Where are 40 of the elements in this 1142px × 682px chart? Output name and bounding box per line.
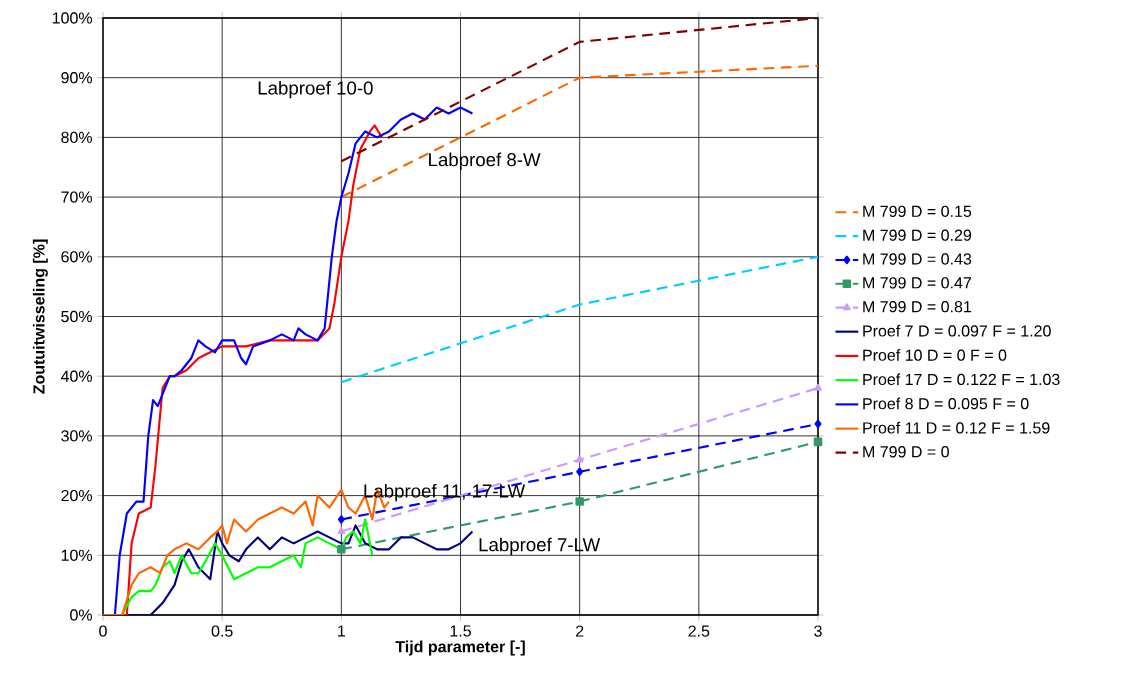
y-tick-label: 100%	[52, 12, 93, 24]
legend-label: Proef 10 D = 0 F = 0	[863, 349, 1007, 361]
point	[337, 545, 346, 554]
point	[575, 455, 584, 463]
y-tick-label: 10%	[61, 549, 93, 561]
legend-label: M 799 D = 0.15	[863, 205, 972, 217]
x-tick-label: 0	[99, 625, 107, 637]
legend-label: M 799 D = 0.81	[863, 301, 972, 313]
y-tick-label: 0%	[70, 609, 93, 621]
y-tick-label: 30%	[61, 430, 93, 442]
x-axis-title: Tijd parameter [-]	[395, 640, 525, 656]
point	[813, 437, 823, 447]
y-tick-label: 80%	[61, 131, 93, 144]
legend-label: Proef 8 D = 0.095 F = 0	[863, 397, 1029, 410]
x-tick-label: 1	[338, 625, 345, 637]
point	[814, 383, 822, 391]
point	[337, 515, 345, 524]
legend-label: M 799 D = 0.47	[863, 277, 972, 289]
x-tick-label: 0.5	[211, 625, 233, 637]
legend-label: Proef 7 D = 0.097 F = 1.20	[863, 324, 1051, 337]
point	[575, 497, 584, 506]
legend-label: M 799 D = 0.29	[863, 229, 972, 241]
point	[337, 527, 346, 535]
point	[576, 467, 584, 476]
y-tick-label: 60%	[61, 251, 93, 263]
x-tick-label: 3	[814, 625, 822, 637]
y-tick-label: 40%	[60, 370, 93, 382]
legend-label: M 799 D = 0	[863, 446, 949, 458]
point	[814, 419, 822, 429]
x-tick-label: 2	[576, 625, 584, 637]
y-axis-title: Zoutuitwisseling [%]	[32, 239, 48, 394]
legend-label: Proef 11 D = 0.12 F = 1.59	[863, 421, 1050, 434]
y-tick-label: 90%	[61, 72, 93, 84]
y-tick-label: 70%	[61, 191, 93, 203]
x-tick-label: 1.5	[450, 625, 471, 637]
x-tick-label: 2.5	[688, 625, 710, 637]
legend-label: M 799 D = 0.43	[863, 253, 972, 265]
legend-label: Proef 17 D = 0.122 F = 1.03	[863, 373, 1060, 386]
y-tick-label: 50%	[61, 310, 93, 323]
y-tick-label: 20%	[61, 489, 93, 502]
